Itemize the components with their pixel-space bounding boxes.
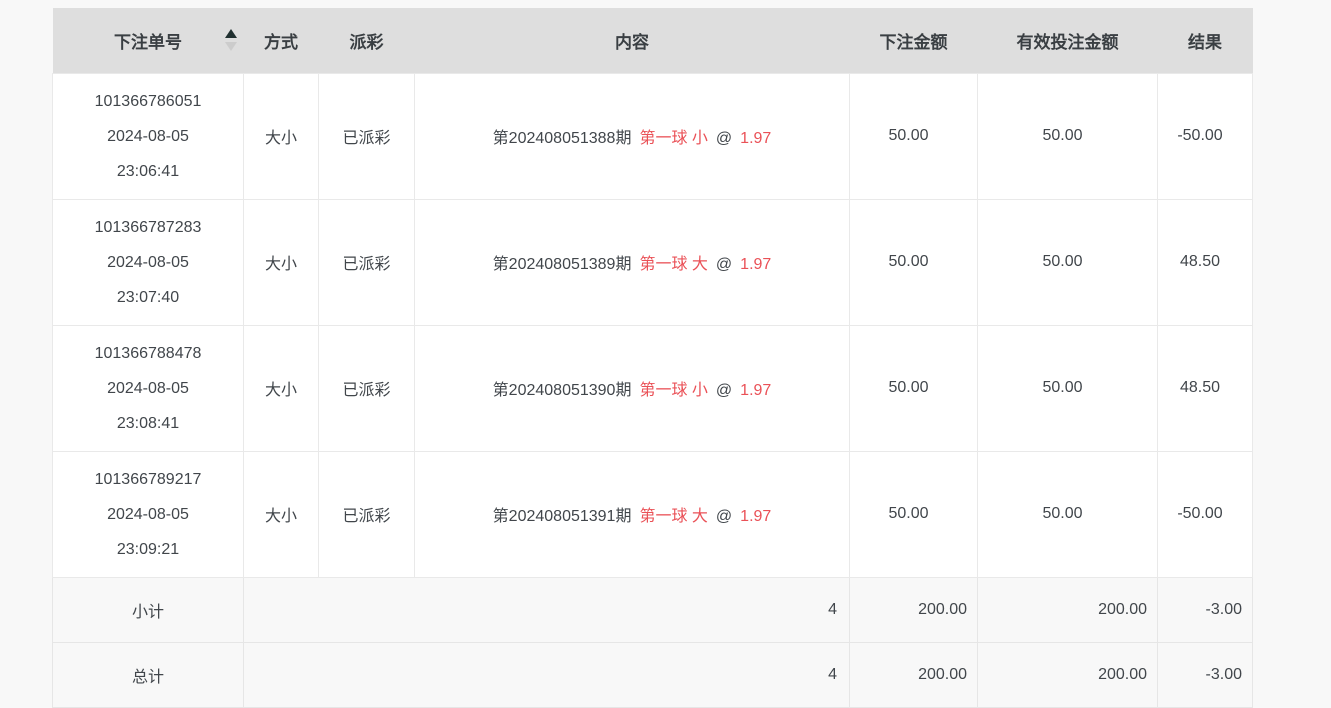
bet-date: 2024-08-05 [107, 505, 189, 523]
method-cell: 大小 [243, 450, 319, 578]
column-header-result: 结果 [1157, 8, 1253, 73]
order-cell: 101366789217 2024-08-05 23:09:21 [52, 450, 244, 578]
at-symbol: @ [715, 382, 733, 399]
subtotal-valid-amount: 200.00 [977, 576, 1158, 643]
table-footer: 小计 4 200.00 200.00 -3.00 总计 4 200.00 200… [52, 576, 1253, 708]
bet-pick: 第一球 大 [639, 256, 708, 273]
order-cell: 101366786051 2024-08-05 23:06:41 [52, 72, 244, 200]
bet-amount-cell: 50.00 [849, 450, 978, 578]
draw-period: 第202408051391期 [492, 508, 632, 525]
method-cell: 大小 [243, 324, 319, 452]
column-header-bet-amount: 下注金额 [849, 8, 978, 73]
table-header: 下注单号 方式 派彩 内容 下注金额 有效投注金额 结果 [52, 8, 1253, 73]
bet-date: 2024-08-05 [107, 253, 189, 271]
draw-period: 第202408051388期 [492, 130, 632, 147]
total-label: 总计 [52, 641, 244, 708]
draw-period: 第202408051389期 [492, 256, 632, 273]
method-cell: 大小 [243, 72, 319, 200]
table-row: 101366788478 2024-08-05 23:08:41 大小 已派彩 … [52, 324, 1253, 452]
draw-period: 第202408051390期 [492, 382, 632, 399]
order-cell: 101366788478 2024-08-05 23:08:41 [52, 324, 244, 452]
valid-amount-cell: 50.00 [977, 72, 1158, 200]
payout-status-cell: 已派彩 [318, 72, 415, 200]
result-cell: 48.50 [1157, 324, 1253, 452]
valid-amount-cell: 50.00 [977, 450, 1158, 578]
column-header-content: 内容 [414, 8, 850, 73]
bet-odds: 1.97 [740, 382, 772, 399]
total-count: 4 [243, 641, 850, 708]
bet-records-table-container: 下注单号 方式 派彩 内容 下注金额 有效投注金额 结果 10136678605… [52, 8, 1253, 708]
bet-time: 23:06:41 [116, 162, 180, 180]
column-header-order-number[interactable]: 下注单号 [52, 8, 244, 73]
bet-odds: 1.97 [740, 256, 772, 273]
result-cell: -50.00 [1157, 72, 1253, 200]
valid-amount-cell: 50.00 [977, 324, 1158, 452]
bet-odds: 1.97 [740, 508, 772, 525]
total-valid-amount: 200.00 [977, 641, 1158, 708]
payout-status-cell: 已派彩 [318, 450, 415, 578]
bet-time: 23:08:41 [116, 414, 180, 432]
sort-descending-icon[interactable] [224, 42, 237, 52]
header-row: 下注单号 方式 派彩 内容 下注金额 有效投注金额 结果 [52, 8, 1253, 73]
column-header-order-label: 下注单号 [114, 32, 182, 52]
table-row: 101366786051 2024-08-05 23:06:41 大小 已派彩 … [52, 72, 1253, 200]
subtotal-result: -3.00 [1157, 576, 1253, 643]
subtotal-label: 小计 [52, 576, 244, 643]
bet-odds: 1.97 [740, 130, 772, 147]
at-symbol: @ [715, 130, 733, 147]
column-header-payout: 派彩 [318, 8, 415, 73]
table-row: 101366789217 2024-08-05 23:09:21 大小 已派彩 … [52, 450, 1253, 578]
at-symbol: @ [715, 508, 733, 525]
order-cell: 101366787283 2024-08-05 23:07:40 [52, 198, 244, 326]
payout-status-cell: 已派彩 [318, 198, 415, 326]
column-header-valid-amount: 有效投注金额 [977, 8, 1158, 73]
method-cell: 大小 [243, 198, 319, 326]
order-number: 101366786051 [94, 92, 202, 110]
result-cell: -50.00 [1157, 450, 1253, 578]
total-result: -3.00 [1157, 641, 1253, 708]
table-body: 101366786051 2024-08-05 23:06:41 大小 已派彩 … [52, 72, 1253, 578]
bet-content-cell: 第202408051389期 第一球 大 @1.97 [414, 198, 850, 326]
bet-amount-cell: 50.00 [849, 72, 978, 200]
subtotal-bet-amount: 200.00 [849, 576, 978, 643]
bet-content-cell: 第202408051390期 第一球 小 @1.97 [414, 324, 850, 452]
table-row: 101366787283 2024-08-05 23:07:40 大小 已派彩 … [52, 198, 1253, 326]
total-row: 总计 4 200.00 200.00 -3.00 [52, 641, 1253, 708]
bet-content-cell: 第202408051391期 第一球 大 @1.97 [414, 450, 850, 578]
bet-pick: 第一球 大 [639, 508, 708, 525]
bet-content-cell: 第202408051388期 第一球 小 @1.97 [414, 72, 850, 200]
total-bet-amount: 200.00 [849, 641, 978, 708]
sort-ascending-icon[interactable] [224, 29, 237, 39]
subtotal-count: 4 [243, 576, 850, 643]
bet-time: 23:07:40 [116, 288, 180, 306]
bet-records-table: 下注单号 方式 派彩 内容 下注金额 有效投注金额 结果 10136678605… [52, 8, 1253, 708]
bet-time: 23:09:21 [116, 540, 180, 558]
sort-caret-icon[interactable] [224, 29, 237, 52]
bet-pick: 第一球 小 [639, 130, 708, 147]
order-number: 101366787283 [94, 218, 202, 236]
bet-date: 2024-08-05 [107, 379, 189, 397]
payout-status-cell: 已派彩 [318, 324, 415, 452]
bet-amount-cell: 50.00 [849, 198, 978, 326]
subtotal-row: 小计 4 200.00 200.00 -3.00 [52, 576, 1253, 643]
bet-pick: 第一球 小 [639, 382, 708, 399]
result-cell: 48.50 [1157, 198, 1253, 326]
bet-date: 2024-08-05 [107, 127, 189, 145]
order-number: 101366788478 [94, 344, 202, 362]
valid-amount-cell: 50.00 [977, 198, 1158, 326]
order-number: 101366789217 [94, 470, 202, 488]
column-header-method: 方式 [243, 8, 319, 73]
bet-amount-cell: 50.00 [849, 324, 978, 452]
at-symbol: @ [715, 256, 733, 273]
